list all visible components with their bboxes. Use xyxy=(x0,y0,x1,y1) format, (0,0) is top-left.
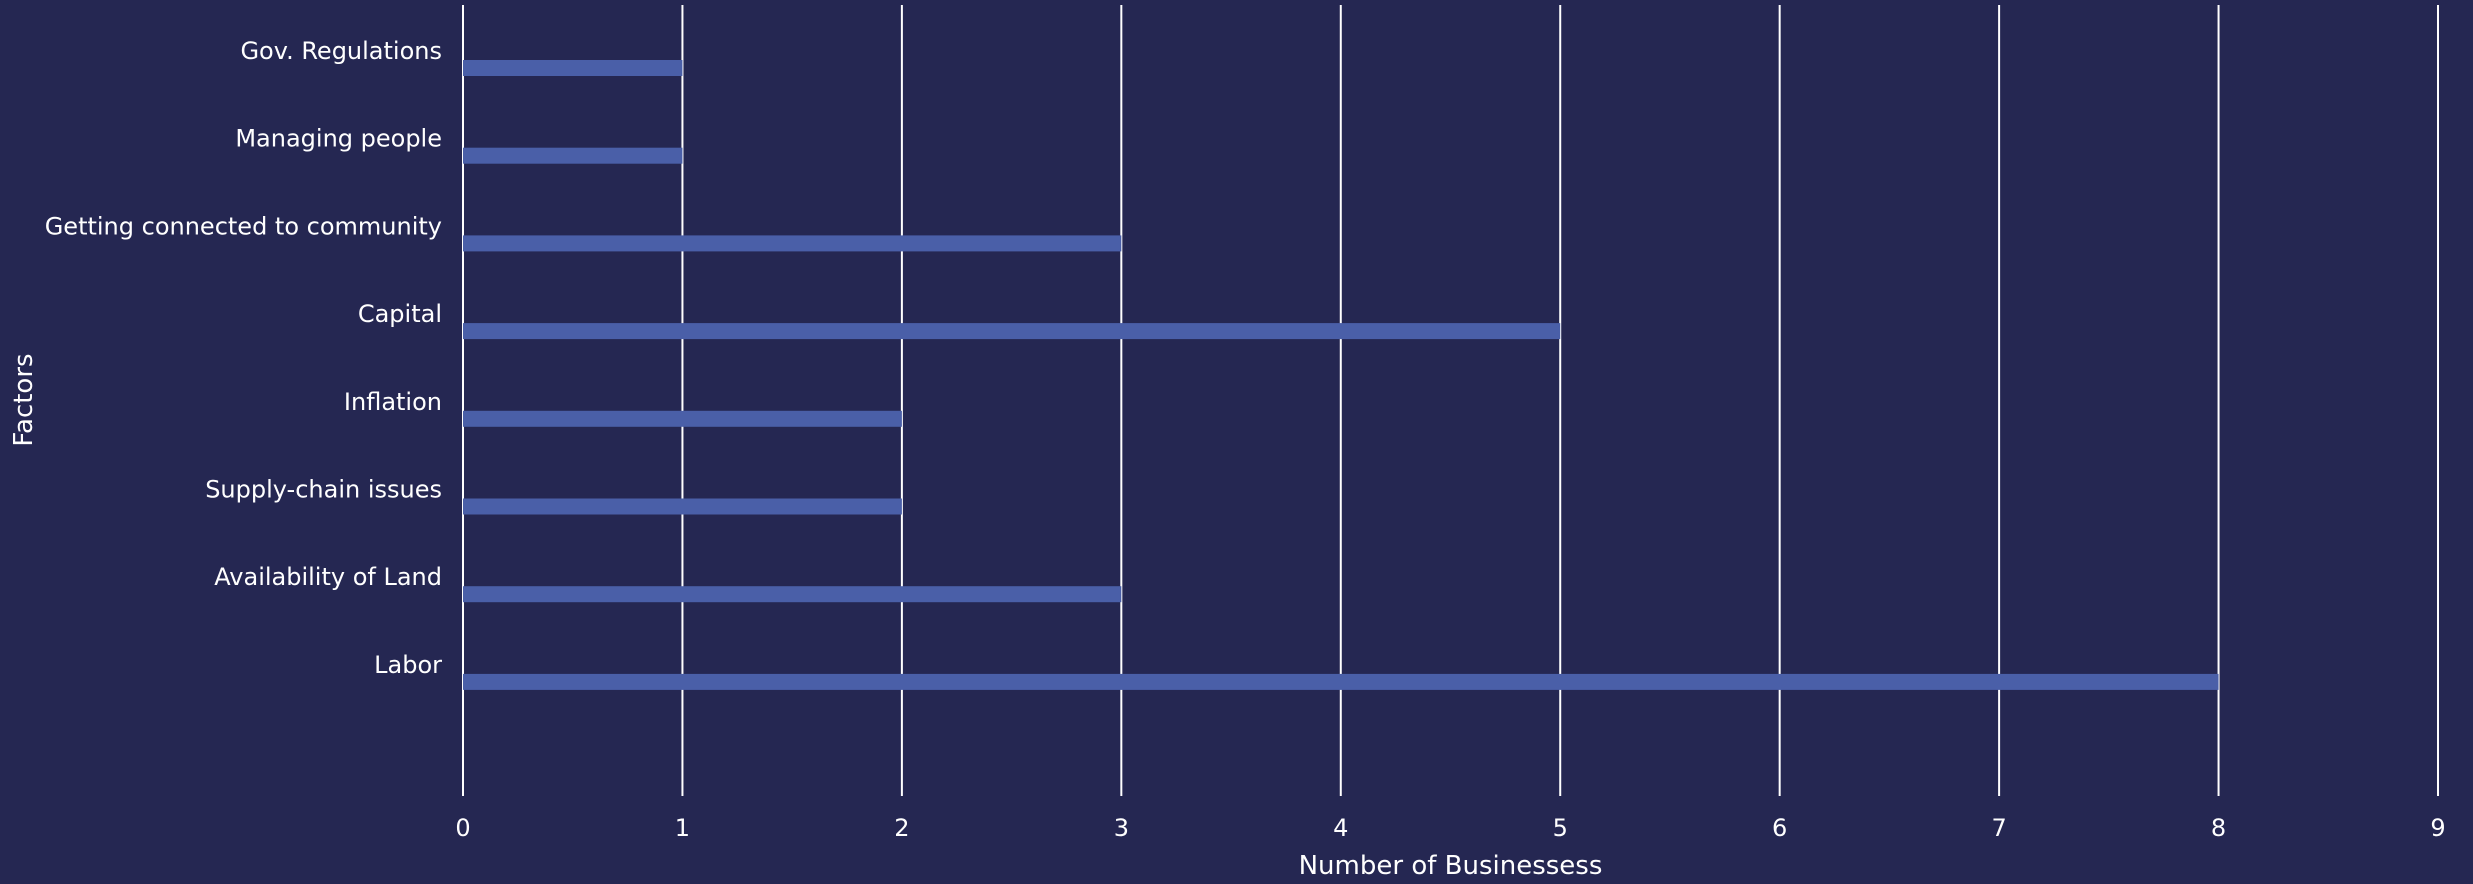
bar xyxy=(463,60,683,76)
category-label: Availability of Land xyxy=(214,563,442,591)
category-label: Getting connected to community xyxy=(45,212,442,240)
bar xyxy=(463,323,1561,340)
x-tick-label: 8 xyxy=(2211,814,2226,842)
bar xyxy=(463,410,902,427)
grid-lines xyxy=(462,5,2439,796)
category-label: Gov. Regulations xyxy=(240,37,442,65)
x-tick-label: 6 xyxy=(1772,814,1787,842)
x-tick-label: 3 xyxy=(1114,814,1129,842)
x-tick-labels: 0 1 2 3 4 5 6 7 8 9 xyxy=(455,814,2445,842)
bar xyxy=(463,147,683,164)
category-label: Managing people xyxy=(235,125,442,153)
x-tick-label: 1 xyxy=(675,814,690,842)
category-label: Supply-chain issues xyxy=(205,476,442,504)
x-tick-label: 9 xyxy=(2430,814,2445,842)
bar xyxy=(463,673,2219,690)
bars xyxy=(463,60,2219,690)
category-label: Inflation xyxy=(344,388,442,416)
bar xyxy=(463,235,1122,252)
category-label: Labor xyxy=(374,651,442,679)
x-tick-label: 2 xyxy=(894,814,909,842)
bar xyxy=(463,498,902,515)
category-label: Capital xyxy=(358,300,442,328)
y-axis-title: Factors xyxy=(9,353,39,446)
category-labels: Gov. Regulations Managing people Getting c… xyxy=(45,37,442,679)
x-tick-label: 4 xyxy=(1333,814,1348,842)
x-tick-label: 7 xyxy=(1991,814,2006,842)
x-axis-title: Number of Businessess xyxy=(1299,851,1603,881)
x-tick-label: 0 xyxy=(455,814,470,842)
x-tick-label: 5 xyxy=(1553,814,1568,842)
bar xyxy=(463,586,1122,603)
